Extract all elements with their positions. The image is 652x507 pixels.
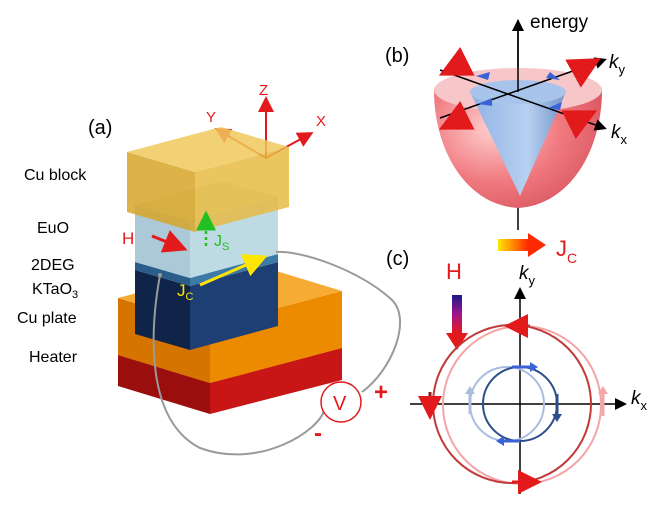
h-field-label: H bbox=[122, 229, 134, 248]
layer-label-cu-plate: Cu plate bbox=[17, 310, 77, 327]
panel-a-tag: (a) bbox=[88, 117, 112, 139]
inner-band-spin-arrows bbox=[476, 72, 562, 110]
wire-minus bbox=[152, 274, 325, 456]
ktao3-layer bbox=[135, 262, 278, 350]
layer-label-cu-block: Cu block bbox=[24, 167, 87, 184]
inner-band-surface bbox=[470, 84, 566, 196]
contact-minus bbox=[158, 273, 162, 277]
ky-label: ky bbox=[609, 52, 626, 77]
layer-label-euo: EuO bbox=[37, 220, 69, 237]
panel-b: (b) energy ky kx bbox=[385, 12, 628, 230]
x-axis-label: X bbox=[316, 113, 326, 130]
layer-label-2deg: 2DEG bbox=[31, 257, 75, 274]
h-arrowhead bbox=[446, 333, 468, 350]
h-field-label-c: H bbox=[446, 259, 462, 284]
cu-block bbox=[127, 127, 289, 232]
wire-plus bbox=[275, 250, 402, 393]
z-axis-label: Z bbox=[259, 82, 268, 99]
panel-b-tag: (b) bbox=[385, 45, 409, 67]
layer-label-heater: Heater bbox=[29, 349, 78, 366]
inner-ring-spin-arrows bbox=[465, 362, 562, 446]
outer-ring-spin-arrows bbox=[418, 314, 608, 494]
voltmeter-label: V bbox=[333, 393, 347, 415]
jc-arrowhead bbox=[528, 233, 546, 257]
jc-gradient-arrow bbox=[498, 239, 528, 251]
energy-label: energy bbox=[530, 12, 589, 33]
outer-ring-shifted bbox=[442, 325, 602, 485]
y-axis-label: Y bbox=[206, 109, 216, 126]
plus-sign: + bbox=[374, 379, 388, 406]
panel-a: (a) Z X Y bbox=[17, 82, 402, 456]
outer-band-spin-arrows bbox=[438, 46, 601, 140]
spin-current-label: JS bbox=[214, 233, 229, 253]
current-arrow bbox=[199, 254, 268, 287]
layer-label-ktao3: KTaO3 bbox=[32, 281, 78, 301]
kx-label-c: kx bbox=[631, 388, 648, 413]
minus-sign: - bbox=[314, 420, 322, 447]
ky-label-c: ky bbox=[519, 263, 536, 288]
panel-c-tag: (c) bbox=[386, 248, 409, 270]
voltmeter bbox=[320, 381, 362, 423]
h-gradient-arrow bbox=[452, 295, 462, 333]
kx-label: kx bbox=[611, 122, 628, 147]
h-field-arrow bbox=[151, 230, 188, 253]
current-label: JC bbox=[177, 281, 194, 303]
jc-label: JC bbox=[556, 236, 577, 266]
panel-c: (c) JC H kx ky bbox=[386, 233, 648, 494]
